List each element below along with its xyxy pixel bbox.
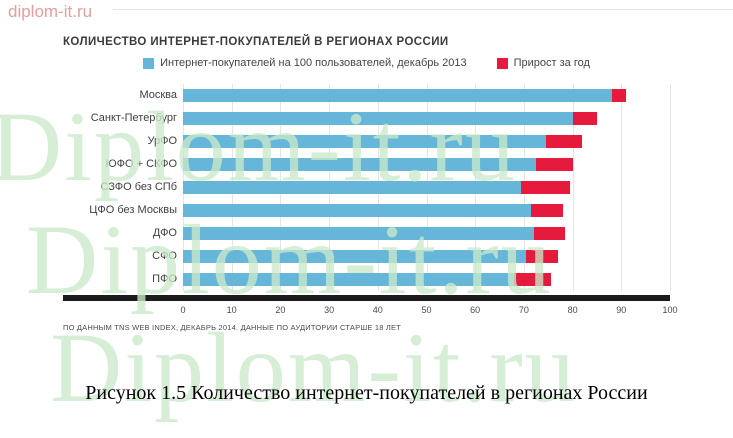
legend-swatch [143,57,155,69]
category-label: Москва [139,89,177,101]
x-tick-label: 70 [518,305,529,315]
bar-internet-buyers [183,204,532,217]
legend-swatch [496,57,508,69]
x-tick-label: 50 [421,305,432,315]
category-label: ПФО [152,273,177,285]
chart-legend: Интернет-покупателей на 100 пользователе… [63,57,670,69]
x-tick-label: 20 [275,305,286,315]
bar-internet-buyers [183,135,546,148]
category-label: СЗФО без СПб [100,181,177,193]
bar-internet-buyers [183,227,534,240]
category-label: Санкт-Петербург [90,112,177,124]
bar-year-growth [526,250,558,263]
x-tick-label: 80 [567,305,578,315]
bar-internet-buyers [183,89,612,102]
axis-ticks: 0 10 20 30 40 50 60 70 80 90 100 [180,305,677,317]
bar-internet-buyers [183,158,537,171]
x-tick-label: 100 [662,305,678,315]
x-tick-label: 10 [226,305,237,315]
bar-year-growth [536,158,573,171]
legend-item: Интернет-покупателей на 100 пользователе… [143,57,467,69]
bar-row [183,130,670,153]
bar-internet-buyers [183,273,515,286]
x-tick-label: 90 [616,305,627,315]
bar-row [183,176,670,199]
bar-year-growth [572,112,597,125]
bar-row [183,222,670,245]
bar-internet-buyers [183,181,522,194]
x-tick-label: 0 [180,305,186,315]
bar-row [183,245,670,268]
gridline [621,84,623,291]
bar-row [183,84,670,107]
bar-row [183,153,670,176]
site-watermark-small: diplom-it.ru [8,2,93,21]
source-footnote: ПО ДАННЫМ TNS WEB INDEX, ДЕКАБРЬ 2014. Д… [63,323,402,332]
bar-row [183,107,670,130]
category-labels: Москва Санкт-Петербург УрФО ЮФО + СКФО СЗФО … [63,84,177,291]
top-divider [113,9,733,10]
x-tick-label: 60 [470,305,481,315]
gridline [670,84,671,291]
bar-row [183,268,670,291]
bar-year-growth [545,135,583,148]
bar-internet-buyers [183,112,573,125]
category-label: УрФО [147,135,177,147]
x-tick-label: 40 [372,305,383,315]
figure-caption: Рисунок 1.5 Количество интернет-покупате… [85,382,648,404]
x-tick-label: 30 [324,305,335,315]
category-label: ЮФО + СКФО [105,158,177,170]
bar-year-growth [531,204,563,217]
legend-label: Интернет-покупателей на 100 пользователе… [160,57,467,69]
bar-year-growth [611,89,627,102]
category-label: СФО [152,250,177,262]
bar-year-growth [521,181,571,194]
bar-year-growth [533,227,566,240]
bar-internet-buyers [183,250,527,263]
plot: Москва Санкт-Петербург УрФО ЮФО + СКФО СЗФО … [63,84,671,291]
bar-chart: КОЛИЧЕСТВО ИНТЕРНЕТ-ПОКУПАТЕЛЕЙ В РЕГИОН… [63,36,678,336]
legend-item: Прирост за год [496,57,590,69]
x-axis-line [63,295,670,301]
plot-area [183,84,671,291]
chart-title: КОЛИЧЕСТВО ИНТЕРНЕТ-ПОКУПАТЕЛЕЙ В РЕГИОН… [63,36,449,48]
legend-label: Прирост за год [513,57,590,69]
bar-row [183,199,670,222]
category-label: ДФО [152,227,177,239]
gridline [572,84,574,291]
category-label: ЦФО без Москвы [89,204,177,216]
bar-year-growth [514,273,551,286]
